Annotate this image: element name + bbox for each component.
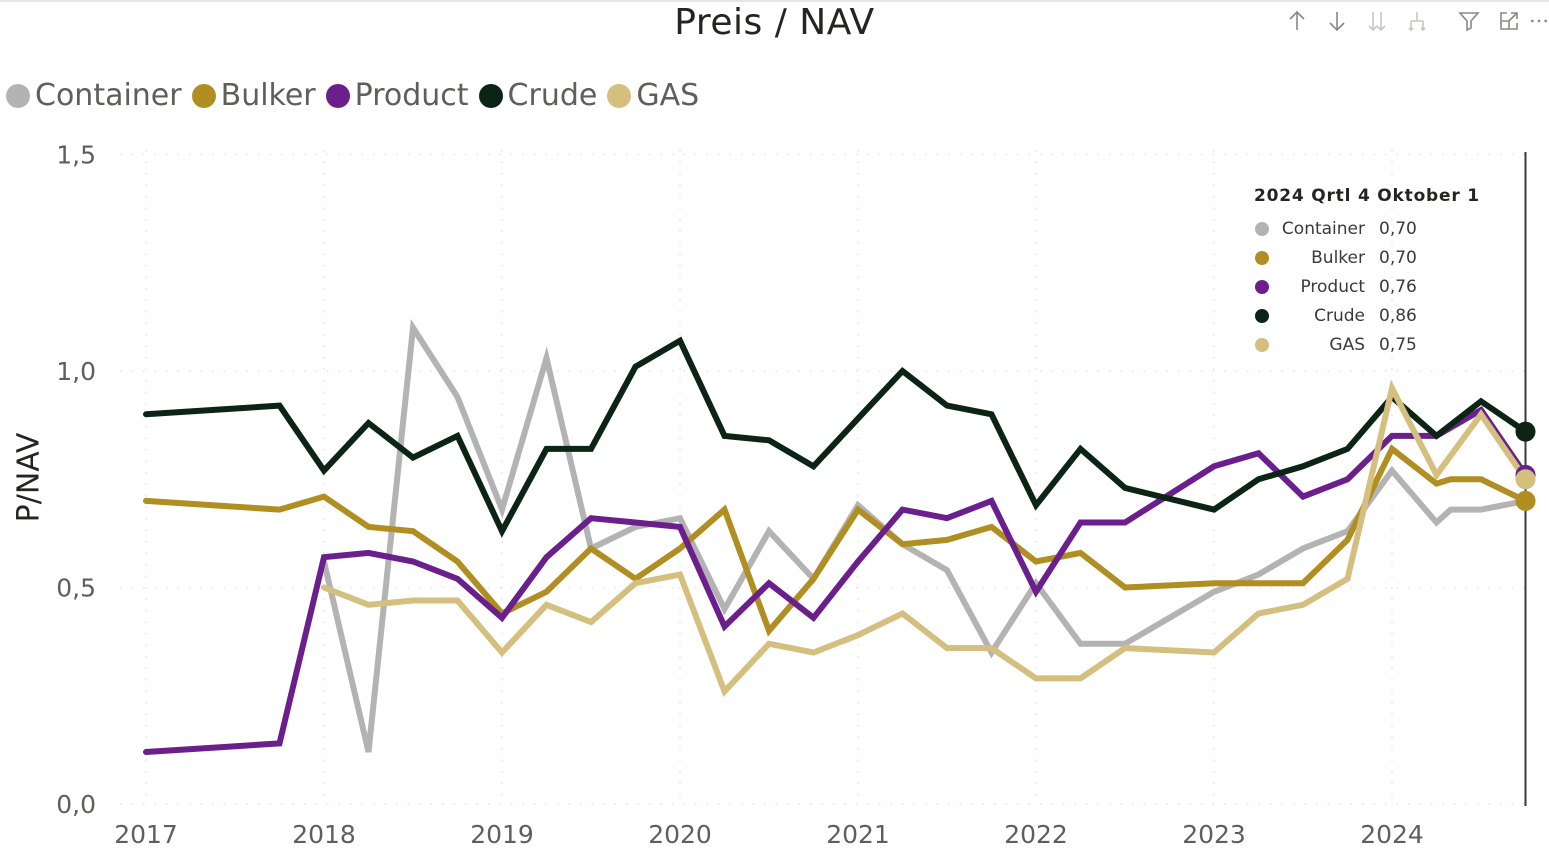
x-tick-label: 2018 (292, 820, 356, 849)
x-tick-label: 2020 (648, 820, 712, 849)
series-line-crude[interactable] (143, 336, 1529, 538)
expand-all-down-icon (1368, 12, 1386, 32)
tooltip-series-name: Crude (1314, 305, 1365, 326)
hover-marker-bulker (1515, 490, 1536, 511)
legend-label: Product (354, 78, 469, 113)
tooltip-row: Bulker 0,70 (1248, 243, 1480, 272)
focus-mode-icon (1500, 12, 1518, 30)
more-options-icon (1531, 19, 1547, 23)
hover-marker-crude (1515, 421, 1536, 442)
y-tick-label: 0,0 (56, 790, 96, 819)
sort-ascending-button[interactable] (1277, 6, 1317, 36)
tooltip-marker-icon (1255, 279, 1269, 294)
tooltip-series-value: 0,86 (1379, 305, 1417, 326)
expand-hierarchy-icon (1408, 12, 1426, 32)
tooltip-series-value: 0,76 (1379, 276, 1417, 297)
tooltip-series-name: Container (1281, 218, 1365, 239)
focus-mode-button[interactable] (1489, 6, 1529, 36)
legend-marker-icon (325, 83, 350, 108)
legend-label: GAS (636, 78, 700, 113)
tooltip-marker-icon (1255, 221, 1269, 236)
x-tick-label: 2021 (826, 820, 890, 849)
tooltip-row: Crude 0,86 (1248, 301, 1480, 330)
x-tick-label: 2022 (1004, 820, 1068, 849)
x-tick-label: 2017 (114, 820, 178, 849)
y-tick-label: 1,5 (56, 141, 96, 170)
legend-marker-icon (607, 83, 632, 108)
hover-markers (1515, 421, 1536, 511)
sort-descending-icon (1329, 12, 1345, 32)
hover-marker-gas (1515, 469, 1536, 490)
tooltip-row: Container 0,70 (1248, 214, 1480, 243)
visual-header-toolbar (1277, 6, 1549, 36)
y-axis-ticks: 0,0 0,5 1,0 1,5 (56, 141, 96, 820)
expand-all-down-button[interactable] (1357, 6, 1397, 36)
expand-hierarchy-button[interactable] (1397, 6, 1437, 36)
legend-label: Bulker (220, 78, 316, 113)
series-line-bulker[interactable] (143, 444, 1529, 637)
y-tick-label: 0,5 (56, 574, 96, 603)
legend-item-bulker[interactable]: Bulker (191, 78, 316, 113)
tooltip-series-value: 0,70 (1379, 247, 1417, 268)
tooltip-series-value: 0,75 (1379, 334, 1417, 355)
legend-marker-icon (478, 83, 503, 108)
tooltip-row: Product 0,76 (1248, 272, 1480, 301)
x-tick-label: 2019 (470, 820, 534, 849)
series-line-gas[interactable] (321, 379, 1529, 697)
chart-title: Preis / NAV (674, 2, 875, 43)
tooltip-marker-icon (1255, 308, 1269, 323)
legend-label: Container (35, 78, 182, 113)
legend-item-crude[interactable]: Crude (478, 78, 598, 113)
series-line-product[interactable] (143, 406, 1529, 755)
legend-item-gas[interactable]: GAS (607, 78, 699, 113)
tooltip-series-name: Product (1300, 276, 1365, 297)
x-tick-label: 2024 (1360, 820, 1424, 849)
legend-item-container[interactable]: Container (6, 78, 182, 113)
tooltip-marker-icon (1255, 337, 1269, 352)
legend-marker-icon (6, 83, 30, 108)
x-tick-label: 2023 (1182, 820, 1246, 849)
visual-top-border (0, 0, 1549, 2)
hover-tooltip: 2024 Qrtl 4 Oktober 1 Container 0,70 Bulke… (1248, 186, 1480, 359)
tooltip-series-value: 0,70 (1379, 218, 1417, 239)
tooltip-series-name: GAS (1329, 334, 1365, 355)
tooltip-title: 2024 Qrtl 4 Oktober 1 (1254, 186, 1480, 206)
tooltip-series-name: Bulker (1311, 247, 1365, 268)
y-tick-label: 1,0 (56, 357, 96, 386)
x-axis-ticks: 2017 2018 2019 2020 2021 2022 2023 2024 (114, 820, 1424, 849)
legend-item-product[interactable]: Product (325, 78, 469, 113)
legend-marker-icon (191, 83, 216, 108)
legend-label: Crude (507, 78, 598, 113)
series-lines (143, 318, 1529, 755)
sort-ascending-icon (1289, 10, 1305, 30)
sort-descending-button[interactable] (1317, 6, 1357, 36)
filter-icon (1458, 12, 1480, 32)
tooltip-row: GAS 0,75 (1248, 330, 1480, 359)
filter-button[interactable] (1449, 6, 1489, 36)
chart-legend: Container Bulker Product Crude GAS (6, 78, 709, 113)
tooltip-marker-icon (1255, 250, 1269, 265)
more-options-button[interactable] (1529, 6, 1549, 36)
